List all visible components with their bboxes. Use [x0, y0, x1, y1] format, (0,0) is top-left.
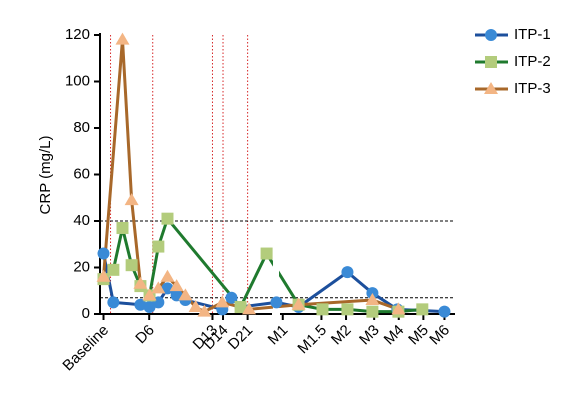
point: [234, 301, 247, 314]
legend-label: ITP-2: [514, 53, 551, 70]
x-tick-label: D6: [132, 322, 158, 348]
point: [116, 221, 129, 234]
series-line: [102, 217, 423, 314]
point: [107, 263, 120, 276]
point: [215, 295, 230, 308]
point: [225, 291, 238, 304]
point: [96, 269, 111, 282]
x-tick-label: M1.5: [294, 322, 330, 358]
point: [366, 305, 379, 318]
point: [133, 276, 148, 289]
point: [97, 247, 110, 260]
point: [316, 303, 329, 316]
point: [178, 288, 193, 301]
y-tick-label: 100: [65, 72, 90, 89]
legend-marker: [485, 29, 497, 41]
point: [260, 247, 273, 260]
point: [365, 293, 380, 306]
point: [125, 259, 138, 272]
x-tick-label: M6: [426, 322, 453, 349]
point: [438, 305, 451, 318]
x-tick-label: M2: [328, 322, 355, 349]
y-tick-label: 0: [82, 305, 90, 322]
x-tick-label: M1: [265, 322, 292, 349]
x-tick-label: Baseline: [59, 322, 112, 375]
point: [143, 301, 156, 314]
legend-marker: [484, 82, 498, 94]
point: [197, 304, 212, 317]
y-axis-label: CRP (mg/L): [37, 136, 54, 215]
y-tick-label: 40: [73, 212, 90, 229]
point: [188, 300, 203, 313]
point: [391, 302, 406, 315]
point: [169, 279, 184, 292]
point: [341, 266, 354, 279]
x-tick-label: M4: [381, 322, 408, 349]
legend-label: ITP-1: [514, 26, 551, 43]
point: [152, 240, 165, 253]
point: [107, 296, 120, 309]
point: [416, 303, 429, 316]
y-tick-label: 80: [73, 119, 90, 136]
point: [242, 302, 257, 315]
point: [115, 32, 130, 45]
point: [161, 282, 174, 295]
point: [341, 303, 354, 316]
y-tick-label: 60: [73, 165, 90, 182]
point: [151, 281, 166, 294]
point: [161, 212, 174, 225]
legend-label: ITP-3: [514, 80, 551, 97]
legend-marker: [485, 56, 497, 68]
point: [160, 269, 175, 282]
axis-break: [273, 35, 279, 322]
x-tick-label: M3: [356, 322, 383, 349]
series-line: [102, 38, 399, 314]
x-tick-label: D21: [225, 322, 256, 353]
point: [134, 298, 147, 311]
point: [291, 297, 306, 310]
y-tick-label: 120: [65, 26, 90, 43]
point: [142, 288, 157, 301]
point: [124, 193, 139, 206]
y-tick-label: 20: [73, 258, 90, 275]
point: [270, 296, 283, 309]
